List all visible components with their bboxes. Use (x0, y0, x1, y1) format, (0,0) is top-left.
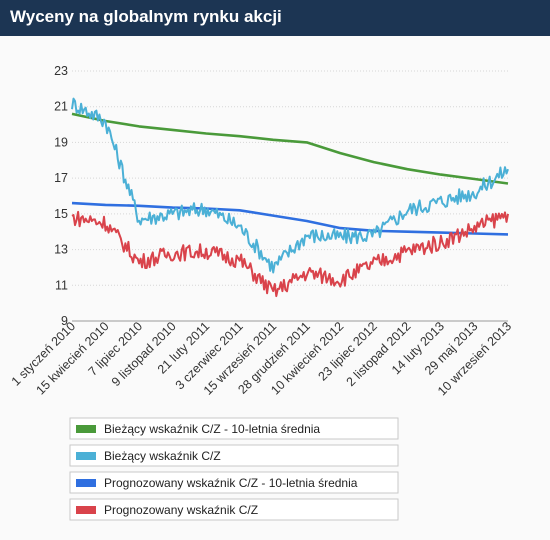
legend-item: Bieżący wskaźnik C/Z (69, 444, 399, 467)
y-tick-label: 13 (54, 243, 68, 257)
y-tick-label: 11 (55, 278, 68, 292)
legend-swatch (76, 452, 96, 460)
y-tick-label: 19 (54, 135, 68, 149)
legend-label: Prognozowany wskaźnik C/Z (104, 503, 258, 517)
series-line-0 (71, 112, 509, 185)
y-tick-label: 17 (54, 171, 68, 185)
legend-box (69, 471, 399, 494)
title-bar: Wyceny na globalnym rynku akcji (0, 0, 550, 36)
legend-box (69, 498, 399, 521)
grid-layer (72, 70, 508, 322)
y-tick-label: 15 (54, 207, 68, 221)
y-axis-ticks: 9 11 13 15 17 19 21 23 (54, 64, 68, 328)
legend-label: Prognozowany wskaźnik C/Z - 10-letnia śr… (104, 476, 358, 490)
legend-box (69, 417, 399, 440)
legend-swatch (76, 506, 96, 514)
legend-item: Prognozowany wskaźnik C/Z - 10-letnia śr… (69, 471, 399, 494)
chart-title: Wyceny na globalnym rynku akcji (10, 7, 282, 26)
legend-label: Bieżący wskaźnik C/Z - 10-letnia średnia (104, 422, 320, 436)
legend-swatch (76, 479, 96, 487)
legend-item: Bieżący wskaźnik C/Z - 10-letnia średnia (69, 417, 399, 440)
series-line-1 (71, 97, 509, 274)
y-tick-label: 23 (54, 64, 68, 78)
legend-label: Bieżący wskaźnik C/Z (104, 449, 221, 463)
legend-box (69, 444, 399, 467)
series-line-2 (71, 201, 509, 236)
y-tick-label: 9 (61, 314, 68, 328)
legend-swatch (76, 425, 96, 433)
series-line-3 (71, 210, 509, 298)
legend: Bieżący wskaźnik C/Z - 10-letnia średnia… (69, 417, 399, 521)
y-tick-label: 21 (54, 100, 68, 114)
series-layer (71, 97, 509, 298)
legend-item: Prognozowany wskaźnik C/Z (69, 498, 399, 521)
